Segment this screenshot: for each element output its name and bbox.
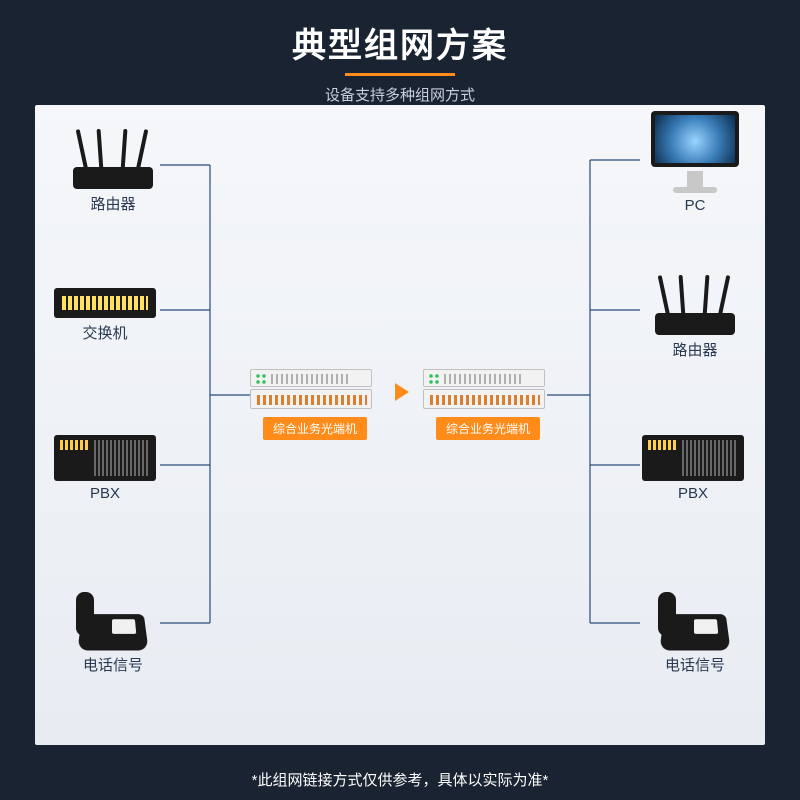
- node-label: PBX: [633, 485, 753, 502]
- diagram-canvas: 路由器 交换机 PBX 电话信号 PC 路由器 PBX 电话: [35, 105, 765, 745]
- node-label: PC: [635, 197, 755, 214]
- optical-terminal-icon: [423, 369, 545, 411]
- router-icon: [68, 127, 158, 189]
- node-router-right: 路由器: [635, 273, 755, 360]
- node-label: 交换机: [45, 322, 165, 343]
- optical-terminal-icon: [250, 369, 372, 411]
- pc-icon: [645, 111, 745, 193]
- pbx-icon: [642, 435, 744, 481]
- terminal-right: 综合业务光端机: [423, 369, 553, 440]
- node-label: 电话信号: [53, 654, 173, 675]
- node-label: PBX: [45, 485, 165, 502]
- node-router-left: 路由器: [53, 127, 173, 214]
- terminal-label: 综合业务光端机: [263, 417, 367, 440]
- node-pbx-left: PBX: [45, 435, 165, 502]
- node-phone-right: 电话信号: [635, 590, 755, 675]
- node-label: 路由器: [635, 339, 755, 360]
- terminal-label: 综合业务光端机: [436, 417, 540, 440]
- node-phone-left: 电话信号: [53, 590, 173, 675]
- arrow-icon: [395, 383, 409, 401]
- router-icon: [650, 273, 740, 335]
- page-subtitle: 设备支持多种组网方式: [0, 84, 800, 105]
- page-title: 典型组网方案: [0, 18, 800, 67]
- disclaimer-text: *此组网链接方式仅供参考，具体以实际为准*: [0, 769, 800, 790]
- node-pbx-right: PBX: [633, 435, 753, 502]
- node-pc-right: PC: [635, 111, 755, 214]
- phone-icon: [72, 590, 154, 650]
- switch-icon: [54, 288, 156, 318]
- title-underline: [345, 73, 455, 76]
- phone-icon: [654, 590, 736, 650]
- node-switch-left: 交换机: [45, 288, 165, 343]
- node-label: 电话信号: [635, 654, 755, 675]
- header: 典型组网方案 设备支持多种组网方式: [0, 0, 800, 105]
- pbx-icon: [54, 435, 156, 481]
- terminal-left: 综合业务光端机: [250, 369, 380, 440]
- node-label: 路由器: [53, 193, 173, 214]
